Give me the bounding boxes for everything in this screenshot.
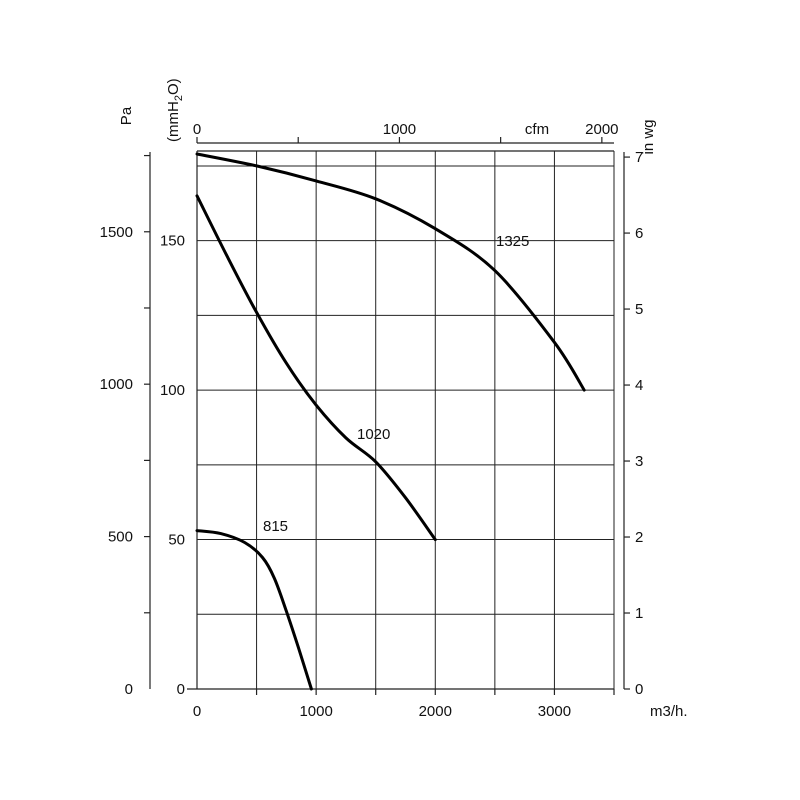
y-mmh2o-tick-label: 100 (160, 382, 185, 399)
curve-label-815: 815 (263, 518, 288, 535)
y-inwg-tick-label: 3 (635, 453, 643, 470)
curves (195, 152, 586, 691)
y-mmh2o-tick-label: 50 (168, 532, 185, 549)
y-inwg-tick-label: 2 (635, 529, 643, 546)
curve-1325 (195, 152, 586, 392)
y-inwg-tick-label: 0 (635, 681, 643, 698)
y-mmh2o-unit-label: (mmH2O) (165, 78, 185, 142)
x-top-tick-label: 0 (193, 121, 201, 138)
y-inwg-tick-label: 6 (635, 225, 643, 242)
y-pa-tick-label: 1000 (100, 376, 133, 393)
x-bottom-unit-label: m3/h. (650, 703, 688, 720)
x-bottom-tick-label: 1000 (299, 703, 332, 720)
y-inwg-tick-label: 1 (635, 605, 643, 622)
x-top-unit-label: cfm (525, 121, 549, 138)
y-mmh2o-tick-label: 150 (160, 233, 185, 250)
axes (144, 137, 630, 695)
y-pa-tick-label: 1500 (100, 224, 133, 241)
y-pa-tick-label: 500 (108, 529, 133, 546)
x-bottom-tick-label: 0 (193, 703, 201, 720)
x-top-tick-label: 2000 (585, 121, 618, 138)
curve-label-1020: 1020 (357, 426, 390, 443)
curve-815 (195, 529, 313, 691)
y-inwg-tick-label: 4 (635, 377, 643, 394)
y-pa-tick-label: 0 (125, 681, 133, 698)
y-mmh2o-tick-label: 0 (177, 681, 185, 698)
y-inwg-unit-label: in wg (640, 119, 657, 154)
y-pa-unit-label: Pa (118, 106, 135, 125)
grid (197, 151, 615, 689)
x-bottom-tick-label: 2000 (419, 703, 452, 720)
y-inwg-tick-label: 7 (635, 149, 643, 166)
y-inwg-tick-label: 5 (635, 301, 643, 318)
curve-label-1325: 1325 (496, 233, 529, 250)
labels: 0 1000 2000 3000 m3/h.0 1000 2000cfm0500100015… (100, 78, 688, 720)
curve-1020 (195, 194, 437, 542)
x-top-tick-label: 1000 (383, 121, 416, 138)
x-bottom-tick-label: 3000 (538, 703, 571, 720)
